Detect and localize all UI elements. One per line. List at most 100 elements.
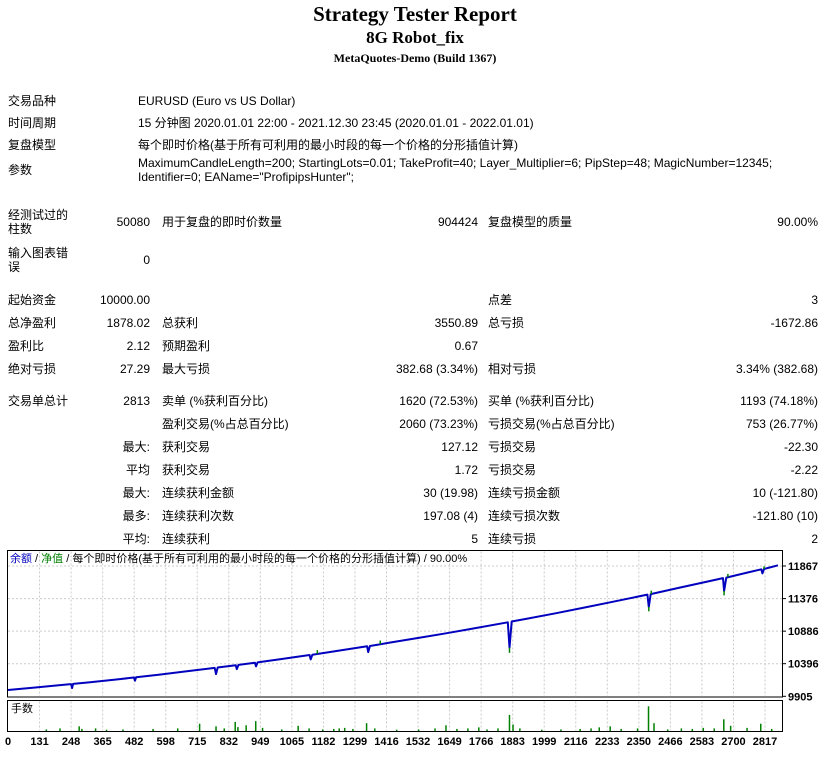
stats-section: 起始资金 10000.00 点差 3 总净盈利 1878.02 总获利 3550.89 总亏损 -… <box>8 288 818 380</box>
stat-value-2: 2060 (73.23%) <box>399 416 478 431</box>
x-axis-label: 131 <box>30 736 48 748</box>
stat-label-3: 相对亏损 <box>488 361 537 376</box>
x-axis-label: 2817 <box>753 736 777 748</box>
stat-value-2: 1.72 <box>454 462 478 477</box>
stat-value-3: -121.80 (10) <box>752 508 818 523</box>
legend-model-quality: / 每个即时价格(基于所有可利用的最小时段的每一个价格的分形插值计算) / 90… <box>63 551 467 565</box>
chart-legend: 余额 / 净值 / 每个即时价格(基于所有可利用的最小时段的每一个价格的分形插值… <box>10 551 467 565</box>
stat-row: 盈利比 2.12 预期盈利 0.67 <box>8 334 818 357</box>
stat-value-2: 904424 <box>437 215 478 229</box>
info-row: 复盘模型 每个即时价格(基于所有可利用的最小时段的每一个价格的分形插值计算) <box>8 134 818 156</box>
stat-label-3: 买单 (%获利百分比) <box>488 393 594 408</box>
stat-label-1: 经测试过的柱数 <box>8 208 69 236</box>
stat-label-2: 预期盈利 <box>162 338 211 353</box>
report-title: Strategy Tester Report <box>313 2 517 26</box>
balance-line <box>7 564 779 691</box>
stat-row: 平均: 连续获利 5 连续亏损 2 <box>8 527 818 550</box>
lots-frame <box>7 700 783 732</box>
stat-value-3: -22.30 <box>783 439 818 454</box>
legend-balance: 余额 <box>10 551 32 565</box>
stat-label-2: 总获利 <box>162 315 199 330</box>
stat-label-2: 连续获利 <box>162 531 211 546</box>
stat-value-1: 50080 <box>116 215 150 229</box>
balance-chart: 11867 11376 10886 10396 9905 余额 / 净值 / 每个即时价格… <box>5 550 819 748</box>
x-axis-label: 1649 <box>437 736 461 748</box>
x-axis-label: 2583 <box>690 736 714 748</box>
x-axis-label: 598 <box>157 736 175 748</box>
stat-value-1: 2.12 <box>126 338 150 353</box>
stat-value-3: 3 <box>811 292 818 307</box>
stat-value-1: 1878.02 <box>106 315 150 330</box>
stat-value-1: 10000.00 <box>99 292 150 307</box>
stat-value-1: 平均 <box>125 462 150 477</box>
stat-value-3: 10 (-121.80) <box>752 485 818 500</box>
stat-label-2: 获利交易 <box>162 462 211 477</box>
legend-separator: / <box>32 553 41 565</box>
stat-row: 总净盈利 1878.02 总获利 3550.89 总亏损 -1672.86 <box>8 311 818 334</box>
info-row: 时间周期 15 分钟图 2020.01.01 22:00 - 2021.12.30… <box>8 112 818 134</box>
stat-label-3: 亏损交易(%占总百分比) <box>488 416 615 431</box>
stat-value-2: 5 <box>471 531 478 546</box>
stat-label-1: 交易单总计 <box>8 393 69 408</box>
x-axis-label: 2700 <box>721 736 745 748</box>
stat-value-2: 30 (19.98) <box>423 485 478 500</box>
stat-value-3: 753 (26.77%) <box>745 416 818 431</box>
legend-equity: 净值 <box>41 551 63 565</box>
lots-label: 手数 <box>11 701 33 715</box>
stat-label-1: 起始资金 <box>8 292 57 307</box>
stat-value-1: 最大: <box>122 485 150 500</box>
stat-value-3: 2 <box>811 531 818 546</box>
stat-label-2: 卖单 (%获利百分比) <box>162 393 268 408</box>
stat-label-2: 获利交易 <box>162 439 211 454</box>
stat-label-1: 绝对亏损 <box>8 361 57 376</box>
x-axis-label: 1065 <box>280 736 304 748</box>
stat-label-3: 亏损交易 <box>488 439 537 454</box>
stat-label-3: 连续亏损 <box>488 531 537 546</box>
stat-row: 输入图表错误 0 <box>8 241 818 279</box>
stat-value-1: 27.29 <box>119 361 150 376</box>
x-axis-label: 2233 <box>595 736 619 748</box>
info-row: 参数 MaximumCandleLength=200; StartingLots=… <box>8 156 818 184</box>
x-axis-label: 2116 <box>564 736 588 748</box>
info-value: 15 分钟图 2020.01.01 22:00 - 2021.12.30 23:… <box>138 116 534 130</box>
x-axis-label: 365 <box>93 736 111 748</box>
x-axis-label: 482 <box>125 736 143 748</box>
stat-value-3: 90.00% <box>777 215 818 229</box>
x-axis-label: 1416 <box>374 736 398 748</box>
stat-row: 最多: 连续获利次数 197.08 (4) 连续亏损次数 -121.80 (10) <box>8 504 818 527</box>
x-axis-label: 832 <box>220 736 238 748</box>
stat-row: 盈利交易(%占总百分比) 2060 (73.23%) 亏损交易(%占总百分比) 753… <box>8 412 818 435</box>
stat-row: 起始资金 10000.00 点差 3 <box>8 288 818 311</box>
stat-label-2: 连续获利次数 <box>162 508 235 523</box>
stat-label-3: 点差 <box>488 292 513 307</box>
info-value: EURUSD (Euro vs US Dollar) <box>138 94 296 108</box>
x-axis-label: 2466 <box>658 736 682 748</box>
x-axis-label: 949 <box>251 736 269 748</box>
stat-label-1: 总净盈利 <box>8 315 57 330</box>
x-axis-label: 1883 <box>500 736 524 748</box>
stats-section: 交易单总计 2813 卖单 (%获利百分比) 1620 (72.53%) 买单 (%获利… <box>8 389 818 550</box>
x-axis-label: 1766 <box>469 736 493 748</box>
stats-table: 经测试过的柱数 50080 用于复盘的即时价数量 904424 复盘模型的质量 90.00… <box>8 203 818 559</box>
stat-value-3: -2.22 <box>790 462 818 477</box>
stat-label-1: 盈利比 <box>8 338 45 353</box>
balance-chart-area: 11867 11376 10886 10396 9905 余额 / 净值 / 每个即时价格… <box>0 548 830 753</box>
stat-row: 经测试过的柱数 50080 用于复盘的即时价数量 904424 复盘模型的质量 90.00… <box>8 203 818 241</box>
stat-row: 交易单总计 2813 卖单 (%获利百分比) 1620 (72.53%) 买单 (%获利… <box>8 389 818 412</box>
stat-row: 绝对亏损 27.29 最大亏损 382.68 (3.34%) 相对亏损 3.34% (38… <box>8 357 818 380</box>
y-axis-label: 11867 <box>788 561 818 573</box>
y-axis-label: 10396 <box>788 659 819 671</box>
report-header: Strategy Tester Report 8G Robot_fix Meta… <box>0 2 830 65</box>
stat-label-3: 连续亏损次数 <box>488 508 561 523</box>
report-server: MetaQuotes-Demo (Build 1367) <box>333 51 497 65</box>
x-axis-label: 1999 <box>532 736 556 748</box>
x-axis-label: 2350 <box>627 736 651 748</box>
x-axis-label: 1532 <box>406 736 430 748</box>
stat-label-1: 输入图表错误 <box>8 246 69 274</box>
stat-value-1: 最多: <box>122 508 150 523</box>
info-value: 每个即时价格(基于所有可利用的最小时段的每一个价格的分形插值计算) <box>138 138 518 152</box>
x-axis-label: 0 <box>5 736 11 748</box>
report-subtitle: 8G Robot_fix <box>366 28 464 47</box>
stat-value-2: 0.67 <box>454 338 478 353</box>
stat-label-2: 盈利交易(%占总百分比) <box>162 416 289 431</box>
